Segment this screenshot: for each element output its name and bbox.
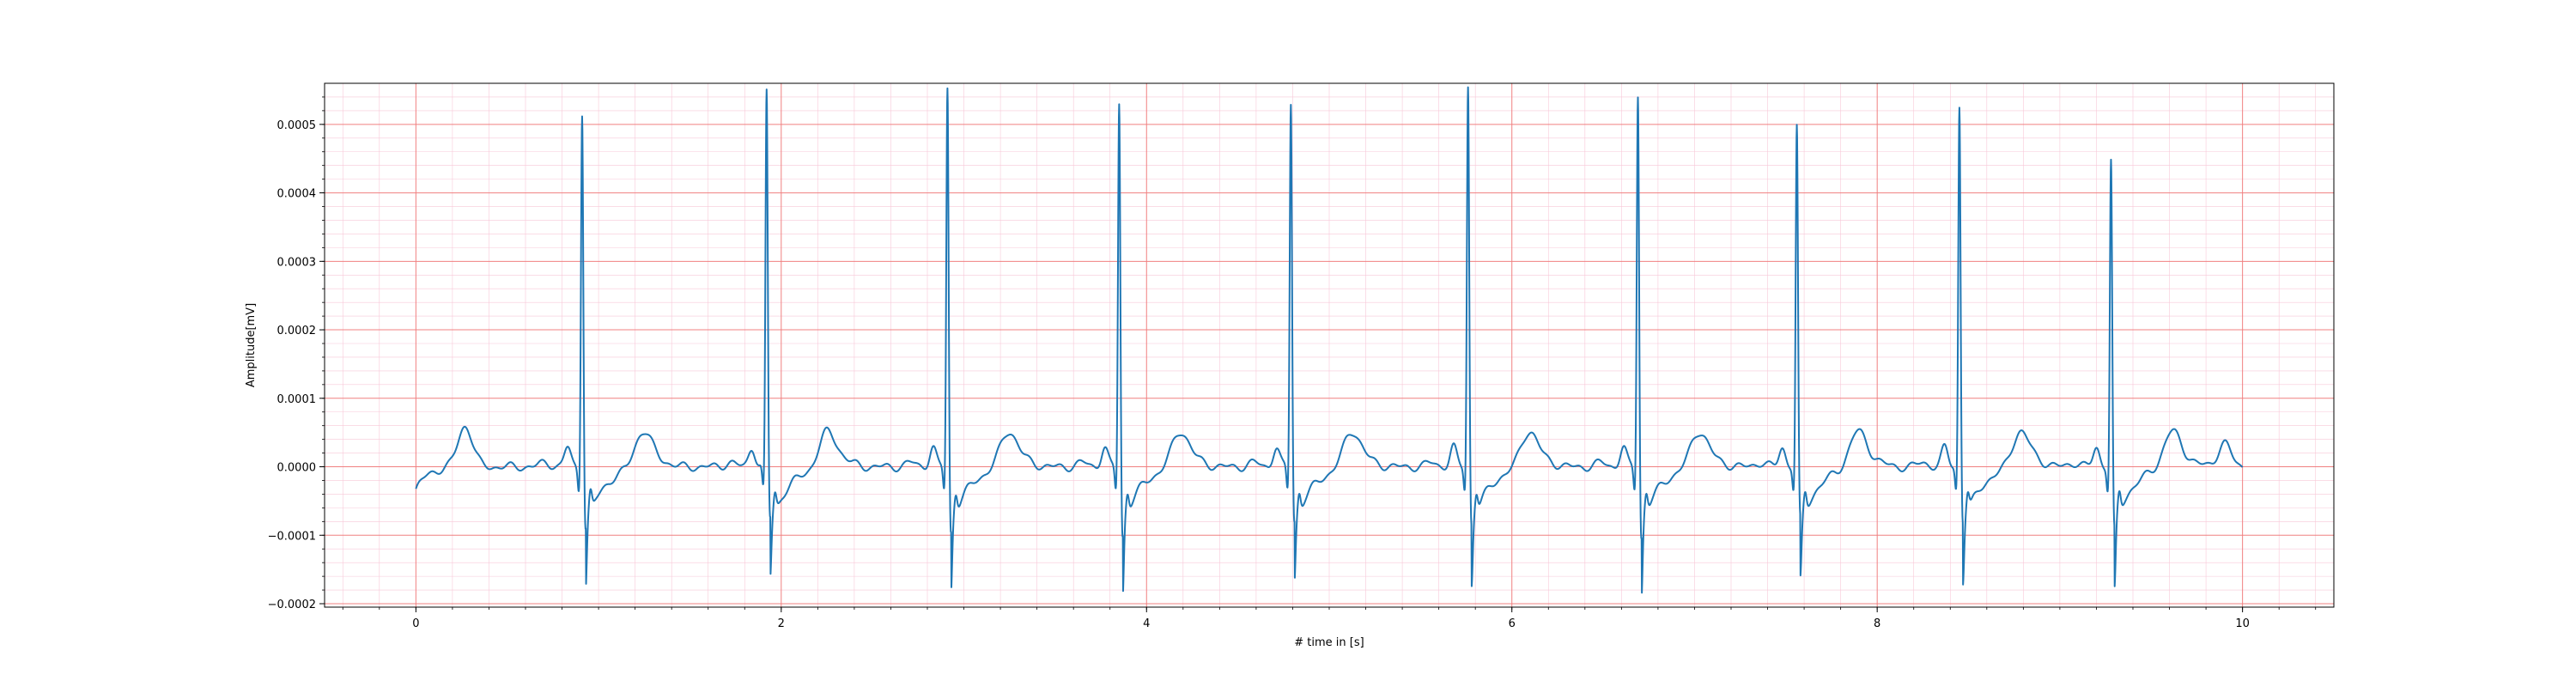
series-group bbox=[415, 86, 2244, 594]
y-tick-label: 0.0000 bbox=[277, 462, 317, 475]
x-axis: 0 2 4 6 8 10 bbox=[342, 607, 2317, 630]
y-tick-label: 0.0005 bbox=[277, 119, 317, 132]
x-tick-label: 4 bbox=[1143, 617, 1150, 630]
x-tick-label: 10 bbox=[2235, 617, 2250, 630]
y-tick-label: −0.0002 bbox=[268, 599, 316, 611]
minor-grid bbox=[325, 83, 2334, 607]
y-tick-label: −0.0001 bbox=[268, 530, 316, 543]
y-tick-label: 0.0004 bbox=[277, 188, 317, 201]
y-tick-label: 0.0001 bbox=[277, 393, 317, 406]
x-tick-label: 6 bbox=[1509, 617, 1516, 630]
x-tick-label: 2 bbox=[778, 617, 785, 630]
y-tick-label: 0.0003 bbox=[277, 256, 317, 269]
y-tick-label: 0.0002 bbox=[277, 325, 317, 337]
y-axis: −0.0002 −0.0001 0.0000 0.0001 0.0002 0.0003 0.… bbox=[268, 96, 325, 611]
major-grid bbox=[325, 83, 2334, 607]
x-tick-label: 0 bbox=[412, 617, 419, 630]
ecg-series-line bbox=[415, 86, 2244, 594]
x-tick-label: 8 bbox=[1874, 617, 1880, 630]
y-axis-label: Amplitude[mV] bbox=[245, 303, 258, 387]
x-axis-label: # time in [s] bbox=[1294, 636, 1364, 649]
